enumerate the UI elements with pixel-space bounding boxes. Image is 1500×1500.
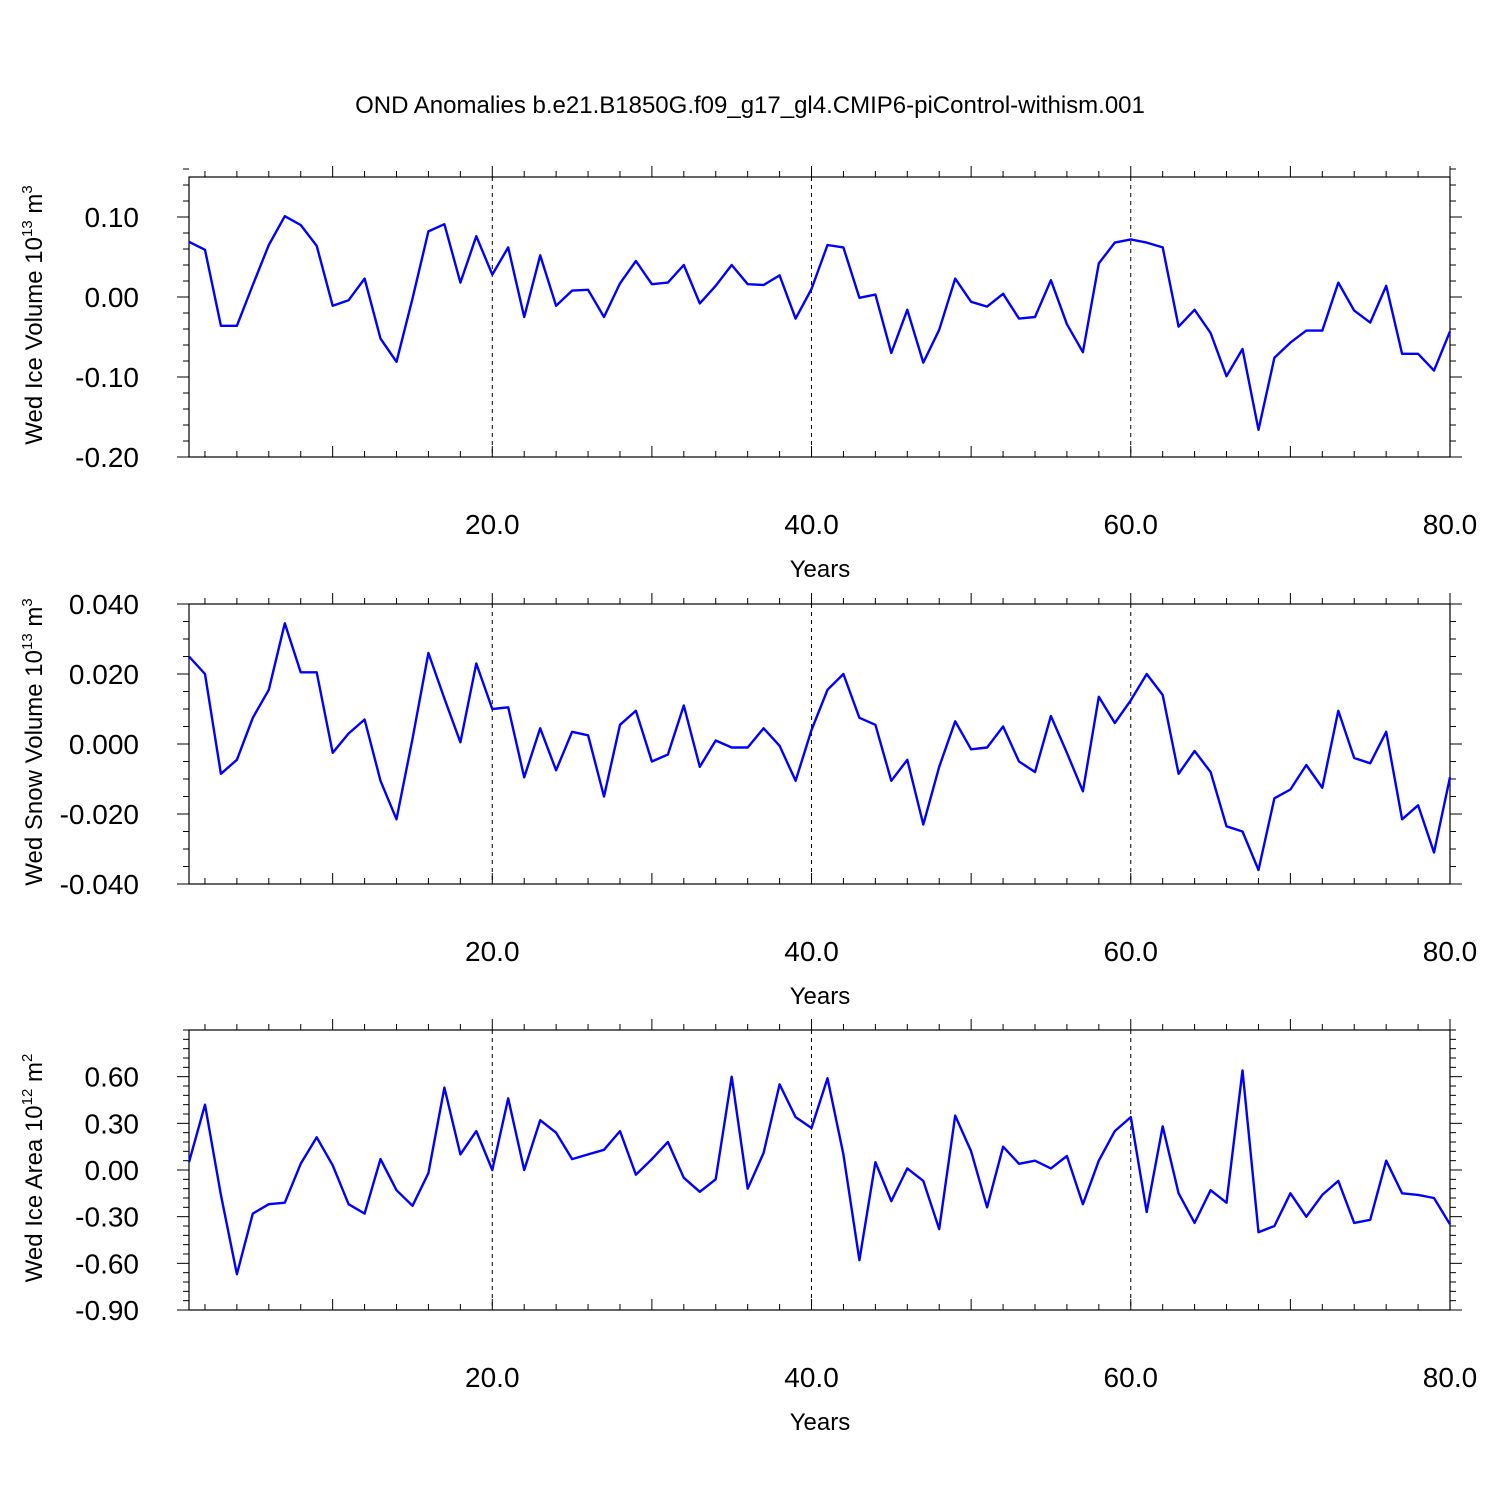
y-tick-label: 0.040 [69,589,139,620]
x-tick-label: 40.0 [784,1362,839,1393]
series-line [188,622,1452,872]
y-tick-label: 0.30 [85,1108,140,1139]
y-axis-title-part: m [21,1062,48,1089]
y-tick-label: 0.00 [85,1155,140,1186]
panel-2: 0.040 0.020 0.000 -0.020 -0.040 20.0 40.0 60.0 8… [19,589,1477,1010]
x-tick-label: 60.0 [1104,509,1159,540]
y-tick-label: -0.90 [75,1295,139,1326]
y-tick-label: 0.000 [69,729,139,760]
y-axis-title-exponent: 3 [19,598,36,606]
x-tick-label: 20.0 [465,509,520,540]
x-tick-label: 20.0 [465,1362,520,1393]
y-tick-label: -0.30 [75,1202,139,1233]
y-axis-title-part: 10 [21,650,48,677]
y-tick-label: 0.60 [85,1062,140,1093]
plot-frame [188,603,1451,885]
series-line [187,1069,1452,1276]
y-axis-title-part: Wed Snow Volume [21,677,48,886]
y-axis-title: Wed Ice Area 1012 m2 [19,1054,48,1283]
y-tick-label: 0.00 [85,282,140,313]
panel-1: 0.10 0.00 -0.10 -0.20 20.0 40.0 60.0 80.0 Years W… [19,166,1477,583]
x-tick-label: 20.0 [465,936,520,967]
y-tick-label: -0.20 [75,442,139,473]
x-tick-label: 40.0 [784,509,839,540]
plot-frame [188,1029,1451,1311]
y-tick-label: 0.020 [69,659,139,690]
y-axis-title: Wed Ice Volume 1013 m3 [19,185,48,444]
plot-frame [188,176,1451,458]
y-tick-label: -0.10 [75,362,139,393]
y-tick-label: -0.040 [60,869,139,900]
y-axis-title: Wed Snow Volume 1013 m3 [19,598,48,885]
y-tick-label: -0.020 [60,799,139,830]
x-tick-label: 60.0 [1104,936,1159,967]
y-axis-title-part: 10 [21,1105,48,1132]
x-tick-label: 60.0 [1104,1362,1159,1393]
x-tick-label: 80.0 [1423,936,1478,967]
y-tick-label: -0.60 [75,1248,139,1279]
y-axis-title-exponent: 12 [19,1089,36,1106]
y-axis-title-part: 10 [21,237,48,264]
x-axis-title: Years [790,1409,851,1436]
x-tick-label: 80.0 [1423,509,1478,540]
y-axis-title-exponent: 13 [19,633,36,650]
series-line [188,214,1452,431]
y-axis-title-exponent: 13 [19,220,36,237]
figure-title: OND Anomalies b.e21.B1850G.f09_g17_gl4.C… [355,92,1145,119]
x-tick-label: 80.0 [1423,1362,1478,1393]
y-axis-title-part: Wed Ice Volume [21,264,48,445]
y-axis-title-exponent: 3 [19,185,36,193]
x-axis-title: Years [790,983,851,1010]
y-axis-title-exponent: 2 [19,1054,36,1062]
panel-3: 0.60 0.30 0.00 -0.30 -0.60 -0.90 20.0 40.0 60.0 8… [19,1019,1477,1436]
y-tick-label: 0.10 [85,202,140,233]
y-axis-title-part: Wed Ice Area [21,1132,48,1282]
x-axis-title: Years [790,556,851,583]
y-axis-title-part: m [21,194,48,221]
y-axis-title-part: m [21,607,48,634]
x-tick-label: 40.0 [784,936,839,967]
